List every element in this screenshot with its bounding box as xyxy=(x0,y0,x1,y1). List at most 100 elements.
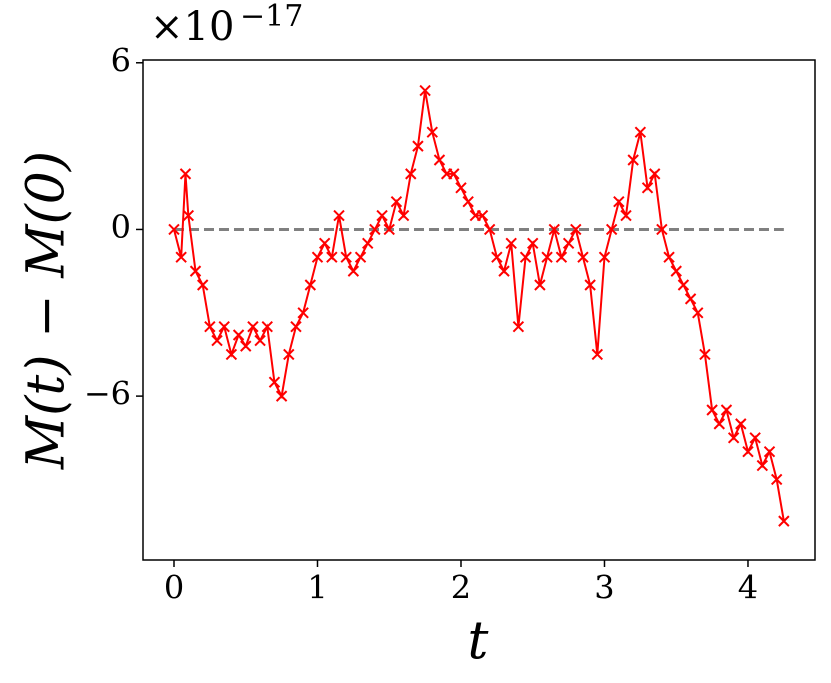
marker xyxy=(354,251,367,263)
x-tick-label: 1 xyxy=(307,569,327,607)
marker xyxy=(290,320,302,333)
marker xyxy=(562,237,575,250)
y-tick-label: 6 xyxy=(111,41,131,79)
marker xyxy=(749,432,761,444)
marker xyxy=(770,473,783,486)
x-tick-label: 2 xyxy=(451,569,471,607)
marker xyxy=(684,293,697,305)
marker xyxy=(168,223,180,236)
marker xyxy=(369,223,381,236)
marker xyxy=(598,251,611,263)
marker xyxy=(656,223,668,236)
marker xyxy=(641,182,654,194)
marker xyxy=(584,279,596,291)
marker xyxy=(519,251,532,263)
marker xyxy=(692,307,704,319)
marker xyxy=(462,195,474,208)
marker xyxy=(412,140,424,152)
plot-frame xyxy=(142,59,816,561)
marker xyxy=(699,348,711,361)
marker xyxy=(326,251,338,263)
marker xyxy=(347,265,360,277)
marker xyxy=(390,195,403,208)
offset-base: ×10 xyxy=(150,4,234,50)
marker xyxy=(555,251,568,263)
marker xyxy=(240,340,252,352)
marker xyxy=(189,265,202,277)
marker xyxy=(333,209,345,222)
marker xyxy=(505,237,517,250)
marker xyxy=(577,251,589,263)
marker xyxy=(720,404,733,416)
marker xyxy=(763,445,776,458)
data-line xyxy=(173,90,785,522)
marker xyxy=(254,334,266,347)
x-tick-label: 0 xyxy=(164,569,184,607)
marker xyxy=(433,154,446,166)
marker xyxy=(570,223,582,236)
marker xyxy=(225,348,238,361)
marker xyxy=(663,251,675,263)
marker xyxy=(376,209,388,222)
marker xyxy=(706,404,718,416)
marker xyxy=(670,265,682,277)
marker xyxy=(204,320,216,333)
marker xyxy=(232,329,245,341)
marker xyxy=(591,348,604,361)
marker xyxy=(605,223,618,236)
x-tick-label: 4 xyxy=(738,569,758,607)
marker xyxy=(275,390,288,402)
marker xyxy=(620,209,632,222)
marker xyxy=(548,223,560,236)
marker xyxy=(677,279,690,291)
marker xyxy=(297,307,309,319)
marker xyxy=(179,168,192,180)
marker xyxy=(735,418,747,430)
marker xyxy=(778,515,790,527)
x-tick-label: 3 xyxy=(594,569,614,607)
marker xyxy=(426,126,438,138)
marker xyxy=(498,265,510,277)
marker xyxy=(634,126,647,138)
marker xyxy=(175,251,187,263)
marker xyxy=(541,251,553,263)
marker xyxy=(211,334,223,347)
marker xyxy=(534,279,546,291)
marker xyxy=(512,320,525,333)
marker xyxy=(756,459,769,472)
marker xyxy=(419,84,431,97)
marker xyxy=(727,432,740,444)
marker xyxy=(491,251,503,263)
marker xyxy=(613,195,625,208)
marker xyxy=(405,168,417,180)
marker xyxy=(476,209,489,222)
marker xyxy=(483,223,496,236)
marker xyxy=(397,209,410,222)
marker xyxy=(261,320,273,333)
marker xyxy=(283,348,295,361)
marker xyxy=(362,237,374,250)
marker xyxy=(742,445,754,458)
marker xyxy=(304,279,317,291)
marker xyxy=(318,237,331,250)
marker xyxy=(649,168,661,180)
y-axis-label: M(t) − M(0) xyxy=(17,151,77,470)
marker xyxy=(182,209,195,222)
marker xyxy=(527,237,539,250)
marker xyxy=(455,182,467,194)
marker xyxy=(247,320,259,333)
x-axis-label: t xyxy=(468,612,489,672)
marker xyxy=(713,418,725,430)
marker xyxy=(218,320,230,333)
y-tick-label: −6 xyxy=(84,375,131,413)
offset-exponent: −17 xyxy=(240,0,303,34)
marker xyxy=(311,251,324,263)
marker xyxy=(448,168,460,180)
marker xyxy=(268,376,281,388)
y-tick-label: 0 xyxy=(111,208,131,246)
marker xyxy=(196,279,209,291)
marker xyxy=(383,223,395,236)
marker xyxy=(340,251,352,263)
